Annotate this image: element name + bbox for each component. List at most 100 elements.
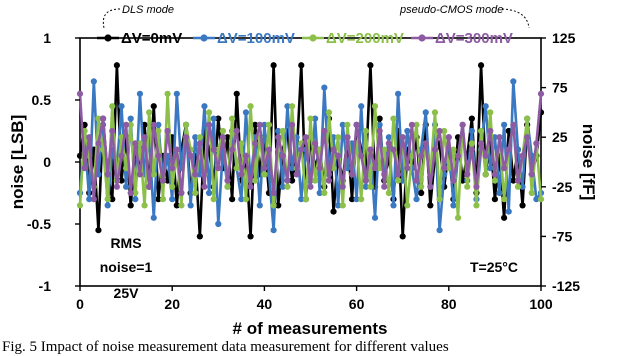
data-point [127, 121, 134, 128]
data-point [501, 121, 508, 128]
data-point [501, 196, 508, 203]
y-tick-label-right: 75 [552, 80, 568, 96]
data-point [205, 121, 213, 128]
data-point [247, 103, 254, 110]
data-point [376, 121, 383, 128]
series-layer [76, 62, 545, 240]
data-point [136, 90, 144, 97]
data-point [210, 115, 217, 122]
data-point [413, 177, 420, 184]
data-point [418, 189, 425, 197]
data-point [408, 121, 416, 128]
data-point [376, 127, 383, 135]
data-point [367, 146, 374, 153]
data-point [187, 152, 194, 159]
data-point [445, 165, 452, 172]
data-point [252, 121, 259, 128]
data-point [224, 134, 231, 141]
data-point [501, 214, 508, 221]
data-point [229, 115, 236, 122]
temperature-label: T=25°C [470, 259, 518, 275]
data-point [252, 177, 259, 184]
y-tick-label-left: 1 [43, 30, 51, 46]
data-point [95, 115, 102, 122]
data-point [173, 202, 180, 209]
data-point [95, 227, 102, 234]
data-point [141, 202, 148, 209]
data-point [505, 146, 512, 153]
data-point [229, 196, 236, 203]
data-point [445, 134, 452, 141]
data-point [270, 189, 277, 197]
figure-caption: Fig. 5 Impact of noise measurement data … [2, 339, 449, 355]
data-point [201, 103, 208, 110]
data-point [302, 134, 309, 141]
y-tick-label-right: -25 [552, 179, 572, 195]
data-point [279, 127, 286, 135]
data-point [473, 202, 480, 209]
data-point [394, 177, 402, 184]
data-point [247, 233, 254, 240]
data-point [242, 109, 250, 116]
data-point [261, 171, 268, 178]
data-point [233, 90, 240, 97]
data-point [270, 227, 277, 234]
data-point [358, 152, 365, 159]
dls-mode-arrow [102, 8, 121, 29]
data-point [528, 189, 535, 197]
data-point [127, 202, 134, 209]
data-point [307, 183, 314, 190]
data-point [182, 121, 190, 128]
data-point [394, 171, 402, 178]
data-point [537, 90, 545, 97]
x-tick-label: 40 [257, 296, 273, 312]
data-point [321, 189, 328, 197]
data-point [173, 90, 180, 97]
data-point [288, 165, 296, 172]
data-point [501, 165, 508, 172]
data-point [487, 165, 494, 172]
data-point [123, 121, 130, 128]
data-point [113, 62, 120, 69]
data-point [385, 140, 392, 147]
data-point [192, 189, 199, 197]
data-point [330, 208, 337, 215]
data-point [537, 196, 545, 203]
data-point [348, 171, 356, 178]
data-point [477, 127, 485, 135]
data-point [312, 177, 319, 184]
data-point [104, 196, 111, 203]
data-point [358, 103, 365, 110]
data-point [450, 202, 457, 209]
data-point [284, 177, 291, 184]
data-point [390, 115, 397, 122]
data-point [344, 134, 351, 141]
data-point [205, 109, 213, 116]
data-point [496, 189, 503, 197]
data-point [86, 196, 93, 203]
data-point [339, 121, 346, 128]
dls-mode-note: DLS mode [122, 4, 174, 16]
y-tick-label-right: -125 [552, 278, 580, 294]
data-point [441, 127, 448, 135]
rms-label-line1: RMS [110, 235, 141, 251]
data-point [298, 146, 305, 153]
data-point [367, 183, 374, 190]
data-point [192, 171, 199, 178]
data-point [418, 183, 425, 190]
data-point [404, 165, 411, 172]
data-point [270, 202, 277, 209]
data-point [150, 121, 157, 128]
data-point [118, 103, 125, 110]
data-point [196, 233, 203, 240]
data-point [514, 177, 522, 184]
data-point [468, 127, 475, 135]
axes-layer: 0 20 40 60 80 100 1 0.5 0 -0.5 -1 125 75 25 -25 -75 -125 [27, 30, 580, 312]
data-point [293, 171, 300, 178]
data-point [76, 202, 84, 209]
data-point [510, 177, 517, 184]
data-point [169, 165, 176, 172]
data-point [233, 127, 240, 135]
y-tick-label-left: 0.5 [32, 92, 52, 108]
data-point [288, 103, 296, 110]
